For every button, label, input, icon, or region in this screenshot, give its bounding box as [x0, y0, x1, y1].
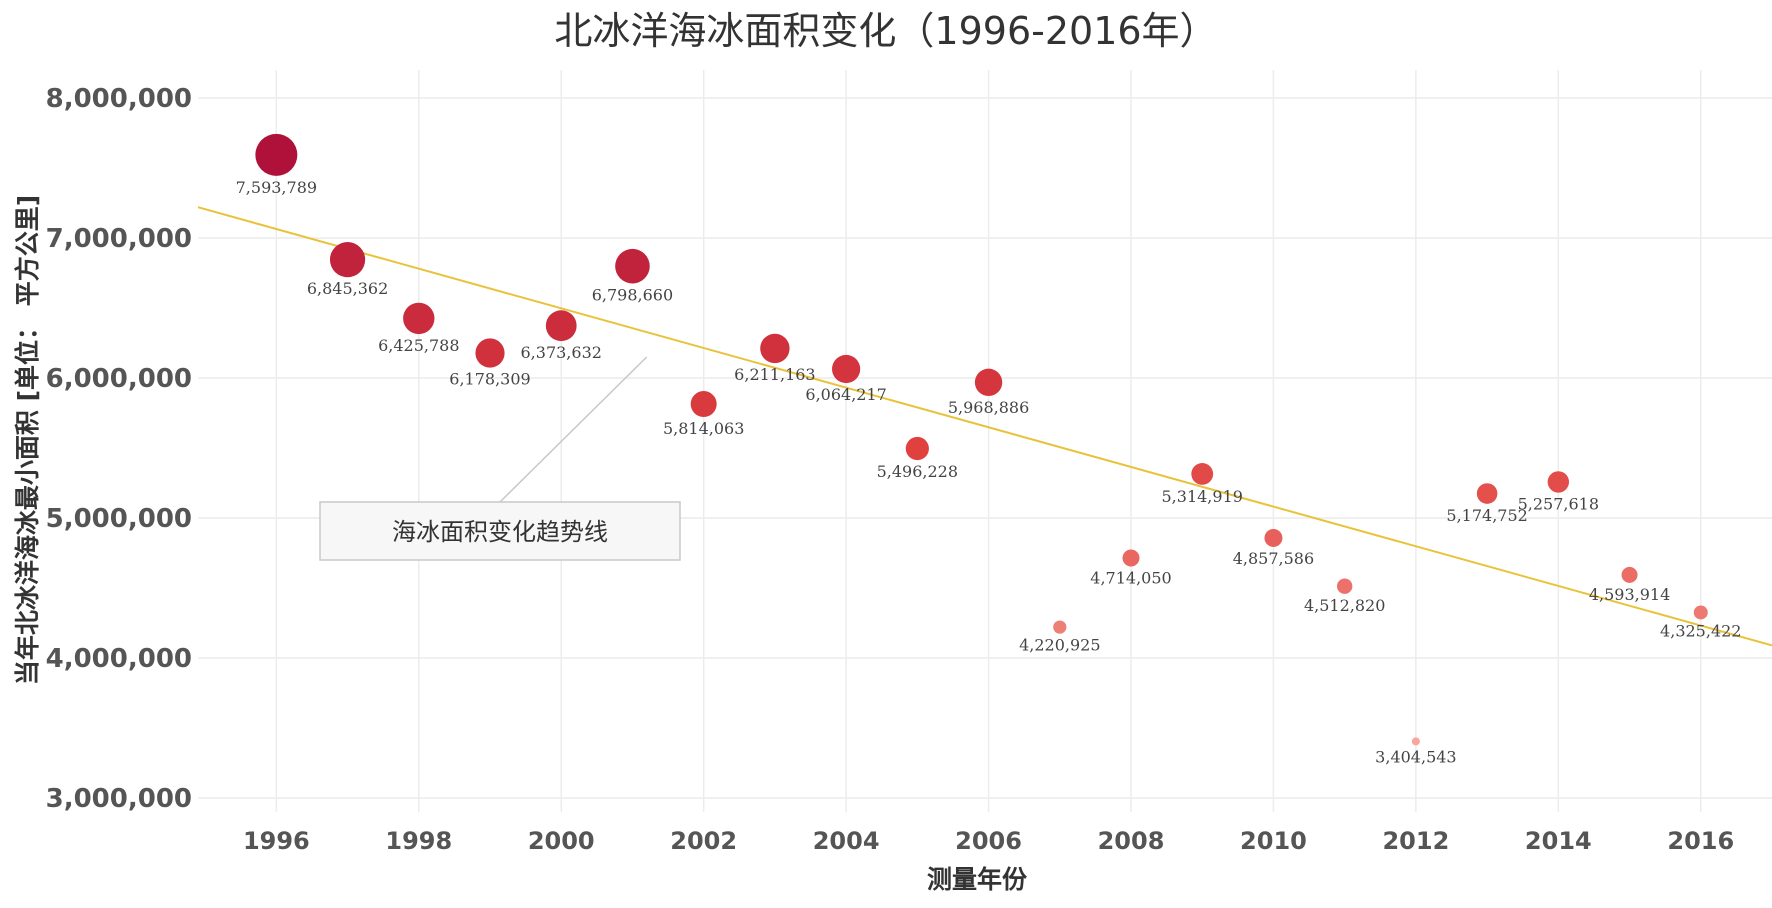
x-tick-label: 2016 [1667, 827, 1734, 855]
x-axis-ticks: 1996 1998 2000 2002 2004 2006 2008 2010 2012 2014… [243, 827, 1734, 855]
data-label: 6,798,660 [592, 286, 673, 305]
data-point[interactable] [1336, 578, 1353, 594]
x-axis-label: 测量年份 [927, 865, 1027, 894]
data-point[interactable] [475, 338, 505, 368]
annotation-connector [499, 356, 648, 503]
data-point[interactable] [1476, 483, 1498, 504]
x-tick-label: 2012 [1382, 827, 1449, 855]
data-label: 5,314,919 [1162, 487, 1243, 506]
y-tick-label: 6,000,000 [46, 364, 192, 394]
x-tick-label: 2000 [528, 827, 595, 855]
data-label: 5,968,886 [948, 398, 1029, 417]
grid [198, 70, 1772, 812]
data-label: 5,174,752 [1446, 506, 1527, 525]
annotation-box [319, 501, 681, 561]
data-label: 6,373,632 [521, 343, 602, 362]
data-point[interactable] [1264, 528, 1283, 547]
y-tick-label: 5,000,000 [46, 504, 192, 534]
data-label: 7,593,789 [236, 178, 317, 197]
data-point[interactable] [1053, 620, 1067, 634]
data-point[interactable] [545, 310, 577, 342]
trend-line [197, 206, 1772, 647]
data-point[interactable] [1621, 566, 1638, 583]
data-point[interactable] [1693, 605, 1708, 620]
y-axis-ticks: 3,000,000 4,000,000 5,000,000 6,000,000 7,00… [46, 84, 192, 814]
annotation-text: 海冰面积变化趋势线 [392, 518, 608, 546]
data-label: 4,593,914 [1589, 585, 1670, 604]
data-point[interactable] [255, 133, 298, 176]
data-point[interactable] [1547, 471, 1570, 493]
data-label: 6,211,163 [734, 365, 815, 384]
data-point[interactable] [690, 391, 717, 418]
y-tick-label: 3,000,000 [46, 784, 192, 814]
data-points: 7,593,789 6,845,362 6,425,788 6,178,309 6,37… [236, 133, 1741, 766]
data-point[interactable] [905, 436, 929, 461]
data-label: 4,714,050 [1090, 568, 1171, 587]
data-point[interactable] [974, 368, 1003, 397]
y-axis-label: 当年北冰洋海冰最小面积 [单位： 平方公里] [13, 195, 42, 685]
data-point[interactable] [832, 354, 861, 384]
x-tick-label: 1998 [385, 827, 452, 855]
y-tick-label: 4,000,000 [46, 644, 192, 674]
y-tick-label: 8,000,000 [46, 84, 192, 114]
data-label: 3,404,543 [1375, 747, 1456, 766]
x-tick-label: 2014 [1525, 827, 1592, 855]
data-point[interactable] [760, 333, 790, 364]
data-label: 6,425,788 [378, 336, 459, 355]
x-tick-label: 1996 [243, 827, 310, 855]
data-label: 4,512,820 [1304, 596, 1385, 615]
data-point[interactable] [1191, 463, 1214, 485]
data-label: 5,257,618 [1518, 495, 1599, 514]
data-point[interactable] [403, 302, 435, 335]
data-label: 6,178,309 [449, 370, 530, 389]
data-label: 5,496,228 [877, 462, 958, 481]
data-label: 4,220,925 [1019, 636, 1100, 655]
data-point[interactable] [615, 248, 650, 284]
x-tick-label: 2010 [1240, 827, 1307, 855]
data-point[interactable] [1122, 549, 1140, 567]
data-point[interactable] [329, 242, 366, 278]
y-tick-label: 7,000,000 [46, 224, 192, 254]
chart-title: 北冰洋海冰面积变化（1996-2016年） [554, 9, 1217, 53]
data-label: 5,814,063 [663, 419, 744, 438]
data-label: 6,064,217 [805, 385, 886, 404]
data-point[interactable] [1411, 737, 1420, 746]
x-tick-label: 2008 [1098, 827, 1165, 855]
data-label: 4,325,422 [1660, 621, 1741, 640]
x-tick-label: 2004 [813, 827, 880, 855]
x-tick-label: 2002 [670, 827, 737, 855]
data-label: 4,857,586 [1233, 549, 1314, 568]
x-tick-label: 2006 [955, 827, 1022, 855]
trend-annotation: 海冰面积变化趋势线 [319, 356, 681, 561]
data-label: 6,845,362 [307, 279, 388, 298]
